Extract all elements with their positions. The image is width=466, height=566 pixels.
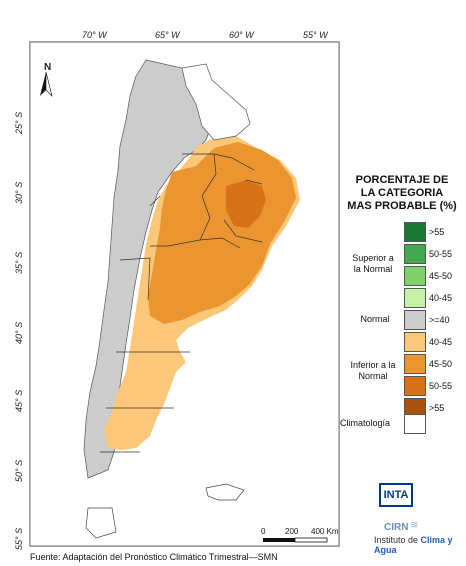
legend-value: 40-45 xyxy=(429,293,453,303)
source-footer: Fuente: Adaptación del Pronóstico Climát… xyxy=(30,552,278,562)
legend-value: >=40 xyxy=(429,315,450,325)
legend-swatch xyxy=(404,288,426,308)
latitude-tick-label: 45° S xyxy=(14,389,24,412)
north-arrow-icon xyxy=(40,71,53,97)
latitude-tick-label: 50° S xyxy=(14,459,24,482)
latitude-tick-label: 35° S xyxy=(14,251,24,274)
legend-category-normal: Normal xyxy=(360,314,390,324)
region-inferior-50-55 xyxy=(226,180,266,228)
legend-category-superior: Superior a la Normal xyxy=(352,253,394,274)
scale-label-200: 200 xyxy=(285,527,299,536)
longitude-tick-label: 70° W xyxy=(82,30,107,40)
tierra-del-fuego xyxy=(205,483,245,501)
latitude-tick-label: 40° S xyxy=(14,321,24,344)
legend-swatch xyxy=(404,222,426,242)
legend-swatch xyxy=(404,414,426,434)
legend-value: 50-55 xyxy=(429,249,453,259)
latitude-tick-label: 30° S xyxy=(14,181,24,204)
longitude-tick-label: 60° W xyxy=(229,30,254,40)
legend-title: PORCENTAJE DE LA CATEGORIA MAS PROBABLE … xyxy=(338,174,466,213)
latitude-tick-label: 55° S xyxy=(14,527,24,550)
legend-value: 45-50 xyxy=(429,359,453,369)
legend-swatch xyxy=(404,244,426,264)
legend-value: 50-55 xyxy=(429,381,453,391)
legend-swatch xyxy=(404,310,426,330)
cirn-label: CIRN xyxy=(384,522,409,533)
legend-value: 45-50 xyxy=(429,271,453,281)
scale-bar-icon xyxy=(263,537,328,543)
legend-title-line: LA CATEGORIA xyxy=(360,187,444,199)
legend-swatch xyxy=(404,376,426,396)
longitude-tick-label: 55° W xyxy=(303,30,328,40)
legend-title-line: MAS PROBABLE (%) xyxy=(347,200,457,212)
scale-label-0: 0 xyxy=(261,527,266,536)
north-label: N xyxy=(44,62,52,73)
legend-category-climatologia: Climatología xyxy=(340,418,391,428)
latitude-tick-label: 25° S xyxy=(14,111,24,134)
waves-icon: ≋ xyxy=(410,520,419,531)
institute-prefix: Instituto de xyxy=(374,535,421,545)
institute-highlight: Clima y Agua xyxy=(374,535,453,555)
legend-category-inferior: Inferior a la Normal xyxy=(350,360,396,381)
legend-value: 40-45 xyxy=(429,337,453,347)
legend-value: >55 xyxy=(429,403,445,413)
legend-title-line: PORCENTAJE DE xyxy=(355,174,449,186)
province-borders xyxy=(100,153,263,453)
legend-swatch xyxy=(404,332,426,352)
south-islands xyxy=(85,507,117,539)
legend-swatch xyxy=(404,354,426,374)
legend-value: >55 xyxy=(429,227,445,237)
institute-label: Instituto de Clima y Agua xyxy=(374,535,466,555)
longitude-tick-label: 65° W xyxy=(155,30,180,40)
legend-swatch xyxy=(404,266,426,286)
region-climatologia xyxy=(181,63,251,141)
inta-logo: INTA xyxy=(379,483,413,507)
scale-label-400: 400 Km xyxy=(311,527,339,536)
